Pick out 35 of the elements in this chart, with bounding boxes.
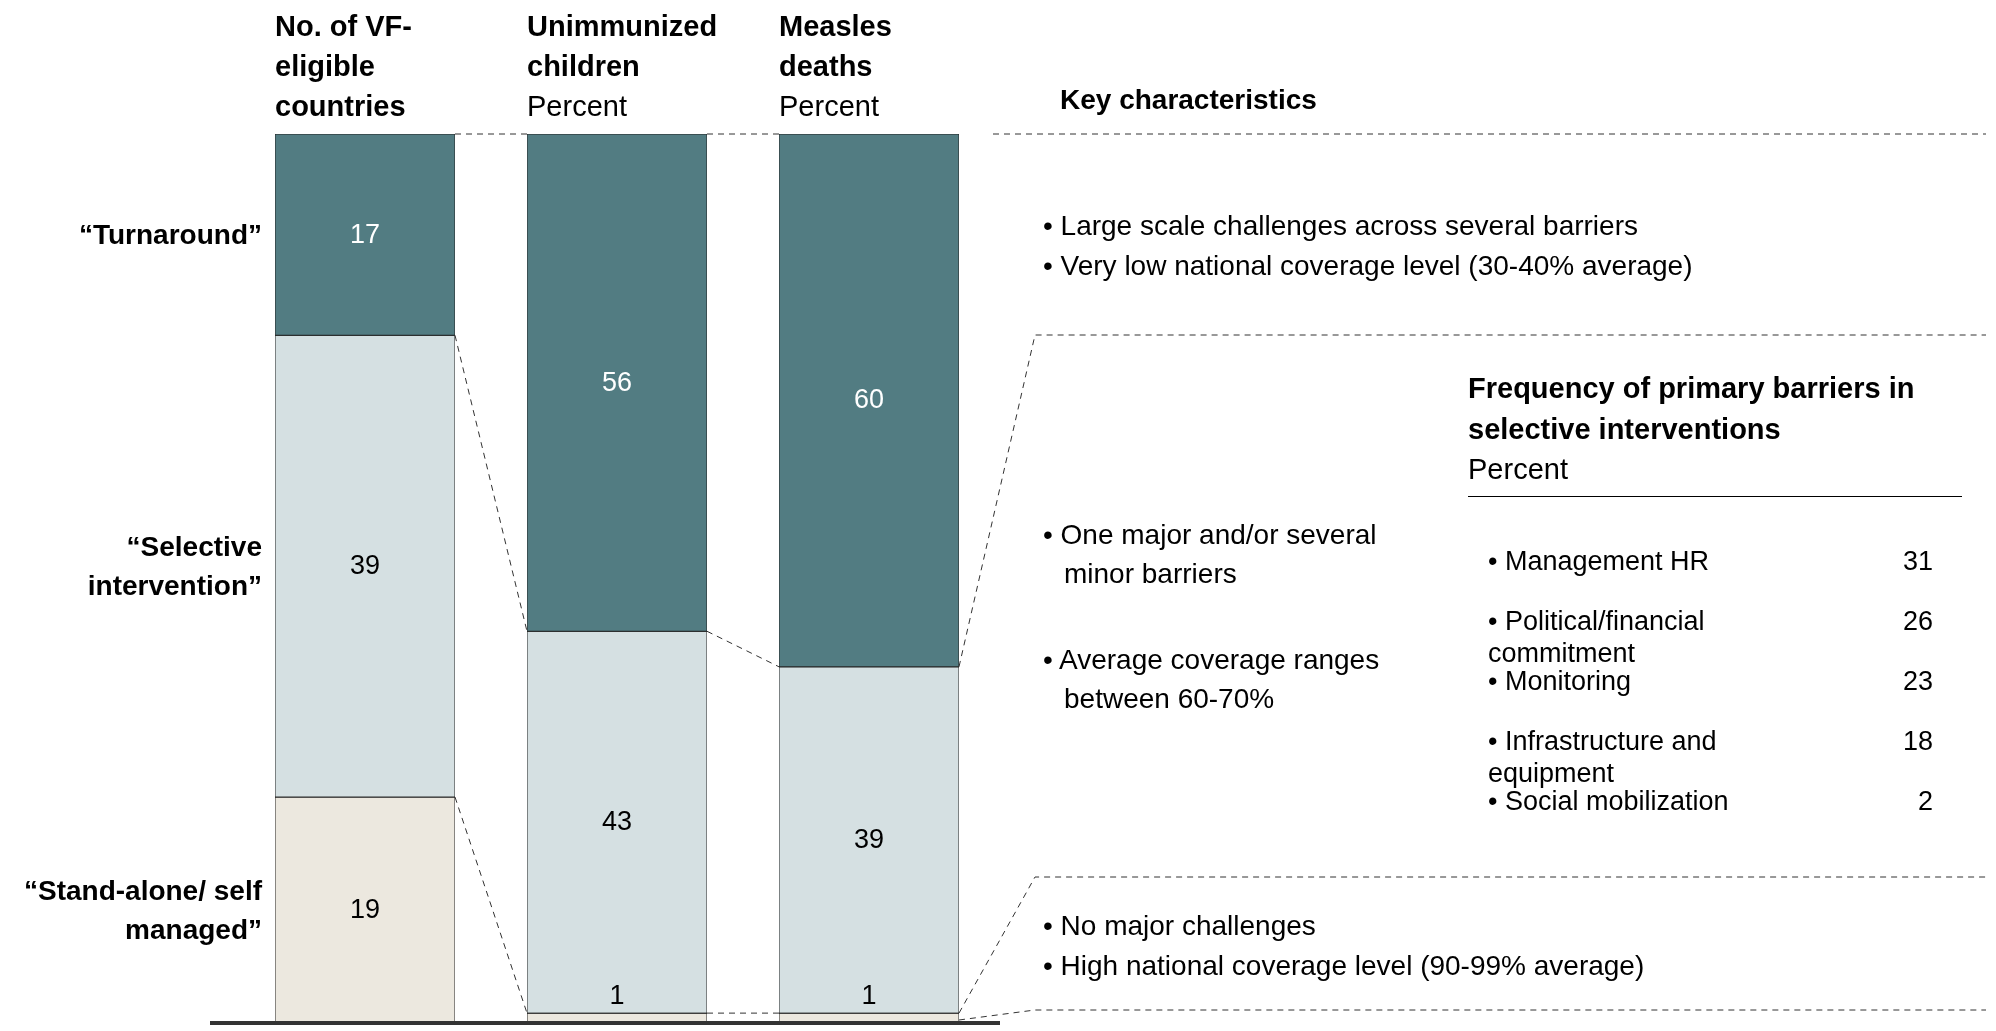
series-label: “Turnaround” (78, 218, 262, 253)
data-label: 43 (601, 806, 633, 837)
text: Frequency of primary barriers in selective interventions (1468, 371, 1916, 447)
category-label: • Political/financial commitment (1488, 606, 1705, 668)
data-label: 18 (1902, 726, 1933, 756)
text: • One major and/or several minor barriers (1043, 518, 1378, 592)
data-label: 26 (1902, 606, 1933, 636)
category-label: • Management HR (1488, 546, 1710, 576)
data-label: 2 (1917, 786, 1933, 816)
data-label: 39 (853, 823, 885, 854)
series-label: “Stand-alone/ self managed” (22, 873, 262, 947)
series-label: “Selective intervention” (86, 529, 262, 604)
data-label: 56 (601, 366, 633, 397)
chart-title: No. of VF-eligible countries (275, 8, 413, 124)
chart-title: Measles deaths (779, 8, 893, 84)
text: • No major challenges (1043, 909, 1317, 943)
text: • High national coverage level (90-99% average) (1043, 949, 1646, 983)
data-label: 1 (609, 980, 625, 1011)
category-label: • Monitoring (1488, 666, 1632, 696)
data-label: 23 (1902, 666, 1933, 696)
text: • Very low national coverage level (30-40% average) (1043, 249, 1694, 283)
chart-subtitle: Percent (779, 89, 880, 124)
data-label: 19 (349, 893, 381, 924)
data-label: 39 (349, 550, 381, 581)
text: Percent (1468, 449, 1962, 497)
category-label: • Infrastructure and equipment (1488, 726, 1717, 788)
text: • Large scale challenges across several barriers (1043, 209, 1639, 243)
data-label: 17 (349, 218, 381, 249)
chart-title: Unimmunized children (527, 8, 719, 84)
text: • Average coverage ranges between 60-70% (1043, 643, 1381, 717)
data-label: 60 (853, 384, 885, 415)
data-label: 31 (1902, 546, 1933, 576)
data-label: 1 (861, 980, 877, 1011)
chart-subtitle: Percent (527, 89, 628, 124)
text: Key characteristics (1060, 83, 1317, 117)
